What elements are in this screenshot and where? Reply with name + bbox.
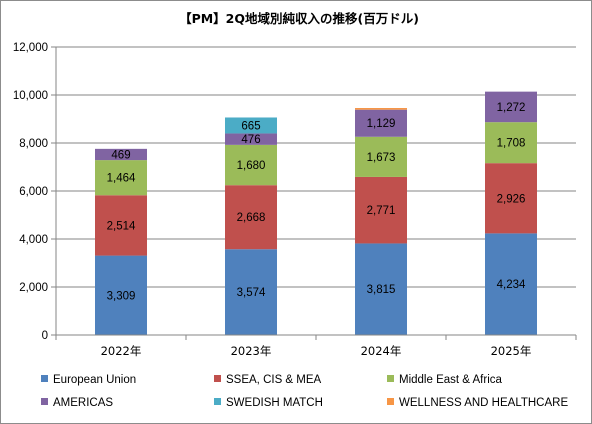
y-tick-label: 6,000 <box>19 186 48 198</box>
bar-segment <box>355 136 407 177</box>
data-label: 3,815 <box>367 284 396 296</box>
y-tick-label: 8,000 <box>19 138 48 150</box>
y-tick-label: 2,000 <box>19 282 48 294</box>
data-label: 469 <box>111 149 130 161</box>
legend-item: WELLNESS AND HEALTHCARE <box>387 397 568 409</box>
legend-label: Middle East & Africa <box>399 374 503 386</box>
legend-label: WELLNESS AND HEALTHCARE <box>399 397 568 409</box>
legend-label: European Union <box>53 374 136 386</box>
data-label: 1,680 <box>237 160 266 172</box>
legend-item: SWEDISH MATCH <box>214 397 323 409</box>
x-tick-label: 2025年 <box>491 344 532 358</box>
data-label: 2,926 <box>497 193 526 205</box>
bar-segment <box>225 133 277 145</box>
data-label: 2,668 <box>237 212 266 224</box>
bar-segment <box>225 185 277 250</box>
y-tick-label: 12,000 <box>13 42 48 54</box>
data-label: 2,771 <box>367 205 396 217</box>
bar-segment <box>95 255 147 335</box>
legend-swatch <box>214 398 221 405</box>
legend-swatch <box>41 375 48 382</box>
data-label: 3,574 <box>237 287 266 299</box>
bar-segment <box>95 148 147 161</box>
bar-segment <box>225 144 277 186</box>
bar-segment <box>485 91 537 123</box>
legend-item: SSEA, CIS & MEA <box>214 374 322 386</box>
bar-segment <box>225 249 277 335</box>
legend-label: SWEDISH MATCH <box>226 397 323 409</box>
legend-swatch <box>387 375 394 382</box>
bar-segment <box>95 195 147 256</box>
legend-swatch <box>387 398 394 405</box>
y-tick-label: 4,000 <box>19 234 48 246</box>
legend-item: European Union <box>41 374 136 386</box>
data-label: 2,514 <box>107 220 136 232</box>
legend-item: AMERICAS <box>41 397 113 409</box>
data-label: 4,234 <box>497 279 526 291</box>
data-label: 665 <box>241 120 260 132</box>
bar-segment <box>355 243 407 335</box>
bar-segment <box>355 109 407 137</box>
legend-label: AMERICAS <box>53 397 113 409</box>
chart-title: 【PM】2Q地域別純収入の推移(百万ドル) <box>179 11 419 26</box>
data-label: 1,708 <box>497 138 526 150</box>
legend-swatch <box>214 375 221 382</box>
data-label: 1,272 <box>497 102 526 114</box>
y-tick-label: 0 <box>42 330 48 342</box>
legend-swatch <box>41 398 48 405</box>
bar-segment <box>355 108 407 110</box>
data-label: 476 <box>241 134 260 146</box>
bar-segment <box>355 176 407 244</box>
x-tick-label: 2023年 <box>231 344 272 358</box>
x-tick-label: 2022年 <box>101 344 142 358</box>
legend-label: SSEA, CIS & MEA <box>226 374 322 386</box>
bar-segment <box>485 122 537 164</box>
data-label: 1,464 <box>107 173 136 185</box>
y-tick-label: 10,000 <box>13 90 48 102</box>
legend-item: Middle East & Africa <box>387 374 503 386</box>
x-tick-label: 2024年 <box>361 344 402 358</box>
data-label: 1,129 <box>367 118 396 130</box>
bar-segment <box>485 163 537 234</box>
bar-segment <box>225 117 277 134</box>
bar-segment <box>485 233 537 335</box>
data-label: 3,309 <box>107 290 136 302</box>
data-label: 1,673 <box>367 152 396 164</box>
bar-segment <box>95 160 147 196</box>
